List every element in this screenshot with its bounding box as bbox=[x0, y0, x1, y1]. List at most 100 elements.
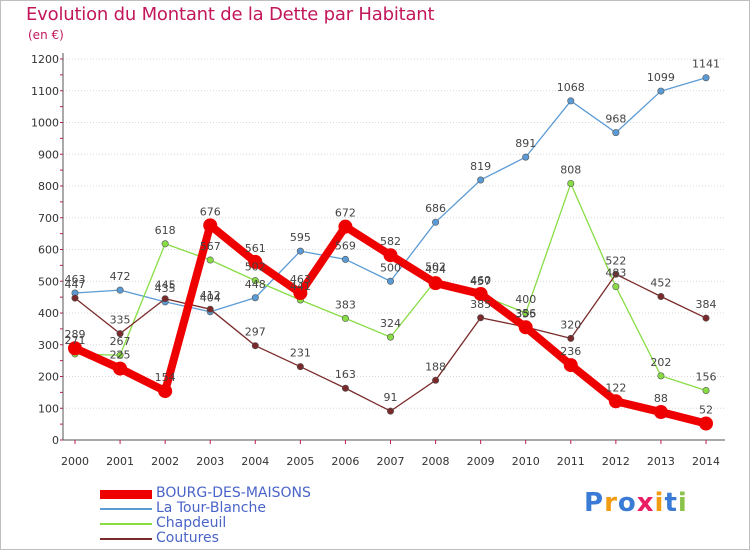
data-label-chapdeuil: 324 bbox=[380, 317, 401, 330]
data-point-bourg-des-maisons bbox=[68, 341, 82, 356]
y-tick-label: 1000 bbox=[31, 117, 59, 130]
data-label-la-tour-blanche: 472 bbox=[110, 270, 131, 283]
x-tick-label: 2007 bbox=[377, 455, 405, 468]
data-label-coutures: 188 bbox=[425, 360, 446, 373]
data-point-la-tour-blanche bbox=[477, 176, 485, 184]
data-label-chapdeuil: 618 bbox=[155, 224, 176, 237]
data-point-coutures bbox=[567, 334, 575, 342]
data-point-la-tour-blanche bbox=[657, 87, 665, 95]
legend-label: La Tour-Blanche bbox=[156, 500, 266, 516]
data-label-la-tour-blanche: 1099 bbox=[647, 71, 675, 84]
legend-label: Chapdeuil bbox=[156, 515, 227, 531]
x-tick-label: 2008 bbox=[422, 455, 450, 468]
data-label-bourg-des-maisons: 122 bbox=[605, 381, 626, 394]
data-point-chapdeuil bbox=[386, 333, 394, 341]
data-label-bourg-des-maisons: 460 bbox=[470, 274, 491, 287]
x-tick-label: 2011 bbox=[557, 455, 585, 468]
data-label-bourg-des-maisons: 225 bbox=[110, 349, 131, 362]
data-point-coutures bbox=[702, 314, 710, 322]
x-tick-label: 2012 bbox=[602, 455, 630, 468]
data-point-chapdeuil bbox=[657, 372, 665, 380]
data-label-chapdeuil: 271 bbox=[65, 334, 86, 347]
data-label-bourg-des-maisons: 236 bbox=[560, 345, 581, 358]
data-point-la-tour-blanche bbox=[251, 294, 259, 302]
data-label-chapdeuil: 483 bbox=[605, 267, 626, 280]
data-label-coutures: 385 bbox=[470, 298, 491, 311]
data-label-chapdeuil: 383 bbox=[335, 298, 356, 311]
data-point-la-tour-blanche bbox=[386, 277, 394, 285]
logo-letter: o bbox=[617, 488, 637, 518]
x-tick-label: 2000 bbox=[61, 455, 89, 468]
logo-letter: x bbox=[636, 488, 655, 518]
data-point-bourg-des-maisons bbox=[203, 218, 218, 233]
x-tick-label: 2004 bbox=[241, 455, 269, 468]
x-tick-label: 2010 bbox=[512, 455, 540, 468]
data-label-coutures: 356 bbox=[515, 307, 536, 320]
legend-label: BOURG-DES-MAISONS bbox=[156, 485, 311, 501]
data-point-la-tour-blanche bbox=[432, 218, 440, 226]
y-tick-label: 1200 bbox=[31, 53, 59, 66]
data-label-coutures: 297 bbox=[245, 326, 266, 339]
data-label-coutures: 91 bbox=[384, 391, 398, 404]
data-label-chapdeuil: 808 bbox=[560, 163, 581, 176]
data-label-chapdeuil: 502 bbox=[245, 261, 266, 274]
logo-letter: r bbox=[604, 488, 618, 518]
data-label-chapdeuil: 400 bbox=[515, 293, 536, 306]
data-label-la-tour-blanche: 1068 bbox=[557, 81, 585, 94]
data-label-la-tour-blanche: 595 bbox=[290, 231, 311, 244]
data-label-bourg-des-maisons: 289 bbox=[65, 328, 86, 341]
data-label-bourg-des-maisons: 88 bbox=[654, 392, 668, 405]
data-point-bourg-des-maisons bbox=[248, 254, 263, 269]
data-point-chapdeuil bbox=[161, 240, 169, 248]
legend-swatch bbox=[100, 523, 152, 525]
data-point-coutures bbox=[251, 342, 259, 350]
data-label-la-tour-blanche: 404 bbox=[200, 292, 221, 305]
data-point-chapdeuil bbox=[116, 351, 124, 359]
data-point-bourg-des-maisons bbox=[428, 276, 443, 291]
proxiti-logo: Proxiti bbox=[584, 488, 688, 518]
data-label-la-tour-blanche: 463 bbox=[65, 273, 86, 286]
data-point-coutures bbox=[341, 384, 349, 392]
legend-swatch bbox=[100, 508, 152, 510]
data-label-la-tour-blanche: 435 bbox=[155, 282, 176, 295]
data-point-la-tour-blanche bbox=[702, 74, 710, 82]
x-tick-label: 2003 bbox=[196, 455, 224, 468]
y-tick-label: 800 bbox=[38, 180, 59, 193]
data-label-bourg-des-maisons: 154 bbox=[155, 371, 176, 384]
data-label-chapdeuil: 502 bbox=[425, 261, 446, 274]
data-point-la-tour-blanche bbox=[567, 97, 575, 105]
legend-swatch bbox=[100, 538, 152, 540]
data-point-coutures bbox=[161, 295, 169, 303]
data-point-bourg-des-maisons bbox=[158, 384, 173, 399]
data-point-chapdeuil bbox=[612, 283, 620, 291]
data-point-bourg-des-maisons bbox=[699, 416, 713, 431]
data-label-coutures: 384 bbox=[696, 298, 717, 311]
data-point-bourg-des-maisons bbox=[518, 320, 533, 335]
data-point-chapdeuil bbox=[206, 256, 214, 264]
y-tick-label: 400 bbox=[38, 307, 59, 320]
y-tick-label: 900 bbox=[38, 148, 59, 161]
data-point-bourg-des-maisons bbox=[113, 361, 128, 376]
data-point-coutures bbox=[116, 330, 124, 338]
data-label-la-tour-blanche: 448 bbox=[245, 278, 266, 291]
data-label-bourg-des-maisons: 676 bbox=[200, 205, 221, 218]
legend-swatch bbox=[100, 490, 152, 499]
data-point-coutures bbox=[612, 270, 620, 278]
data-label-coutures: 447 bbox=[65, 278, 86, 291]
data-point-coutures bbox=[71, 294, 79, 302]
data-label-coutures: 335 bbox=[110, 314, 131, 327]
data-label-bourg-des-maisons: 672 bbox=[335, 207, 356, 220]
data-label-la-tour-blanche: 500 bbox=[380, 261, 401, 274]
data-point-la-tour-blanche bbox=[296, 247, 304, 255]
data-point-coutures bbox=[296, 363, 304, 371]
x-tick-label: 2005 bbox=[286, 455, 314, 468]
x-tick-label: 2006 bbox=[331, 455, 359, 468]
data-label-la-tour-blanche: 686 bbox=[425, 202, 446, 215]
chart-unit: (en €) bbox=[28, 28, 64, 42]
data-label-coutures: 320 bbox=[560, 318, 581, 331]
data-label-la-tour-blanche: 569 bbox=[335, 239, 356, 252]
data-label-bourg-des-maisons: 52 bbox=[699, 403, 713, 416]
data-point-la-tour-blanche bbox=[612, 129, 620, 137]
